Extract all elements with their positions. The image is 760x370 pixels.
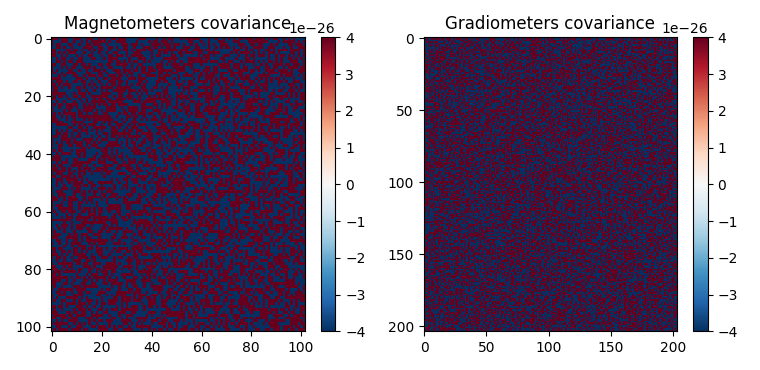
Title: Magnetometers covariance: Magnetometers covariance	[65, 15, 292, 33]
Title: Gradiometers covariance: Gradiometers covariance	[445, 15, 655, 33]
